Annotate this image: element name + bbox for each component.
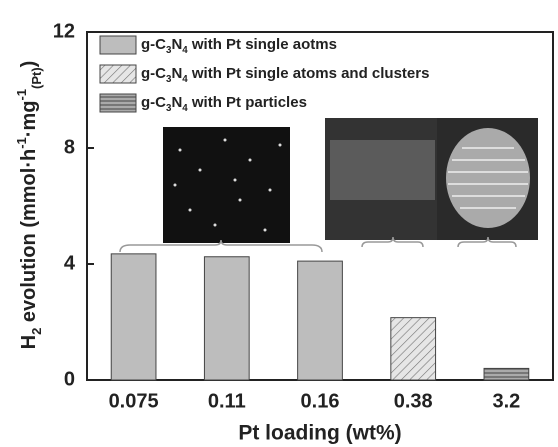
text-part: 2 [29,328,44,335]
legend-label: g-C3N4 with Pt single aotms [141,36,337,56]
bar [391,318,436,380]
text-part: g-C [141,94,166,111]
text-part: H [18,335,40,349]
text-part: N [171,65,182,82]
legend-label: g-C3N4 with Pt single atoms and clusters [141,65,429,85]
text-part: evolution (mmol·h [18,149,40,328]
bar [111,254,156,380]
text-part: N [171,94,182,111]
text-part: with Pt single aotms [188,36,337,53]
legend-label: g-C3N4 with Pt particles [141,94,307,114]
bar [204,257,249,380]
y-tick-label: 0 [64,368,75,390]
text-part: ) [18,61,40,68]
y-axis-label: H2 evolution (mmol·h-1·mg-1(Pt)) [14,61,44,350]
legend-swatch [100,36,136,54]
legend-swatch [100,94,136,112]
x-tick-label: 0.075 [109,390,159,412]
bar [484,368,529,380]
text-part: -1 [14,89,29,101]
text-part: N [171,36,182,53]
chart: Pt loading (wt%) 0 4 8 12 H2 evolution (mmol… [0,0,558,447]
text-part: (Pt) [29,67,44,89]
x-tick-label: 0.11 [208,390,246,412]
y-tick-label: 12 [53,20,75,42]
x-tick-label: 0.38 [394,390,433,412]
micrographs [163,118,538,243]
text-part: g-C [141,36,166,53]
x-tick-label: 3.2 [492,390,520,412]
text-part: ·mg [18,101,40,138]
text-part: -1 [14,137,29,149]
y-tick-label: 8 [64,136,75,158]
x-tick-label: 0.16 [301,390,340,412]
text-part: g-C [141,65,166,82]
x-axis-label: Pt loading (wt%) [238,422,401,445]
y-tick-label: 4 [64,252,76,274]
text-part: with Pt single atoms and clusters [188,65,430,82]
legend-swatch [100,65,136,83]
text-part: with Pt particles [188,94,307,111]
bar [298,261,343,380]
